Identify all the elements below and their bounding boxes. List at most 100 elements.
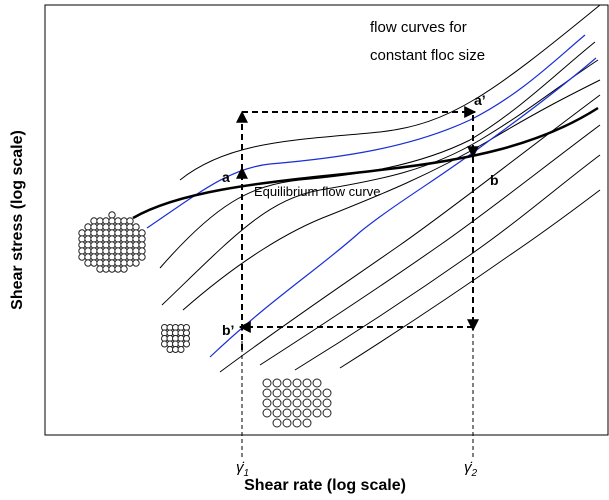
floc-particle [114,235,122,243]
floc-particle [96,247,104,255]
floc-particle [108,235,116,243]
floc-particle [114,223,122,231]
x-tick-label: γ̇1 [236,459,249,479]
floc-particle [120,241,128,249]
floc-particle [272,418,282,428]
x-axis-title: Shear rate (log scale) [244,477,406,494]
floc-particle [96,265,104,273]
floc-particle [108,217,116,225]
plot-frame [44,4,609,436]
curve-label: Equilibrium flow curve [254,184,380,199]
floc-particle [114,265,122,273]
floc-particle [302,378,312,388]
floc-particle [102,265,110,273]
floc-particle [138,229,146,237]
floc-particle [272,388,282,398]
floc-particle [96,235,104,243]
floc-particle [138,247,146,255]
tick-subscript: 1 [244,468,250,479]
floc-particle [138,241,146,249]
floc-particle [120,229,128,237]
floc-particle [138,253,146,261]
floc-particle [126,259,134,267]
x-tick-label: γ̇2 [464,459,478,479]
floc-clusters [78,211,332,428]
floc-particle [312,378,322,388]
floc-particle [262,388,272,398]
floc-particle [90,241,98,249]
floc-particle [90,217,98,225]
tick-subscript: 2 [471,468,478,479]
title-line: constant floc size [370,47,485,64]
floc-particle [138,235,146,243]
floc-particle [108,259,116,267]
floc-particle [120,235,128,243]
floc-particle [96,223,104,231]
floc-particle [292,398,302,408]
floc-particle [84,253,92,261]
y-axis-title: Shear stress (log scale) [9,130,26,310]
floc-particle [84,235,92,243]
floc-particle [282,408,292,418]
floc-particle [120,217,128,225]
floc-particle [126,217,134,225]
point-label: a’ [474,92,486,108]
floc-particle [78,253,86,261]
floc-particle [78,241,86,249]
floc-particle [132,247,140,255]
floc-particle [114,259,122,267]
floc-particle [126,247,134,255]
floc-particle [84,223,92,231]
floc-particle [282,378,292,388]
floc-particle [90,223,98,231]
floc-particle [78,247,86,255]
floc-particle [272,398,282,408]
floc-particle [108,241,116,249]
floc-particle [102,247,110,255]
floc-particle [272,378,282,388]
floc-particle [292,388,302,398]
floc-particle [90,247,98,255]
floc-particle [84,247,92,255]
floc-particle [84,259,92,267]
floc-particle [302,408,312,418]
floc-particle [102,217,110,225]
construction-lines [236,106,479,458]
floc-particle [126,253,134,261]
floc-particle [132,253,140,261]
floc-particle [108,229,116,237]
floc-particle [102,241,110,249]
floc-particle [132,235,140,243]
floc-particle [322,398,332,408]
floc-particle [102,235,110,243]
point-label: b’ [222,322,234,338]
floc-particle [302,418,312,428]
floc-particle [292,378,302,388]
floc-particle [282,398,292,408]
equilibrium-curve [132,106,599,220]
floc-particle [126,223,134,231]
floc-particle [90,229,98,237]
floc-particle [108,211,116,219]
floc-particle [114,247,122,255]
floc-particle [132,229,140,237]
floc-particle [302,398,312,408]
floc-particle [102,229,110,237]
floc-particle [126,229,134,237]
floc-particle [96,241,104,249]
floc-particle [132,259,140,267]
floc-particle [90,235,98,243]
floc-particle [90,253,98,261]
floc-particle [132,241,140,249]
floc-particle [108,253,116,261]
point-label: b [490,172,499,188]
title-line: flow curves for [370,19,467,36]
tick-symbol: γ̇ [464,459,473,476]
floc-particle [96,259,104,267]
floc-particle [120,259,128,267]
floc-particle [272,408,282,418]
tick-symbol: γ̇ [236,459,245,476]
floc-particle [177,346,185,353]
floc-particle [102,253,110,261]
